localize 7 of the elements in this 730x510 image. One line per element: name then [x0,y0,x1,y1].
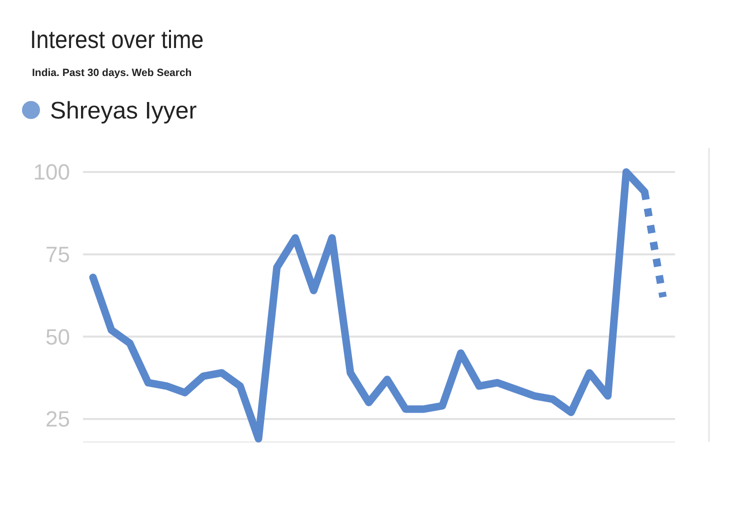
legend-label: Shreyas Iyyer [50,97,197,124]
y-tick-label: 75 [46,242,70,268]
chart-title: Interest over time [30,26,204,54]
chart-subtitle: India. Past 30 days. Web Search [32,67,192,79]
y-tick-label: 100 [33,160,70,185]
y-tick-label: 50 [46,324,70,350]
y-tick-label: 25 [46,406,70,432]
